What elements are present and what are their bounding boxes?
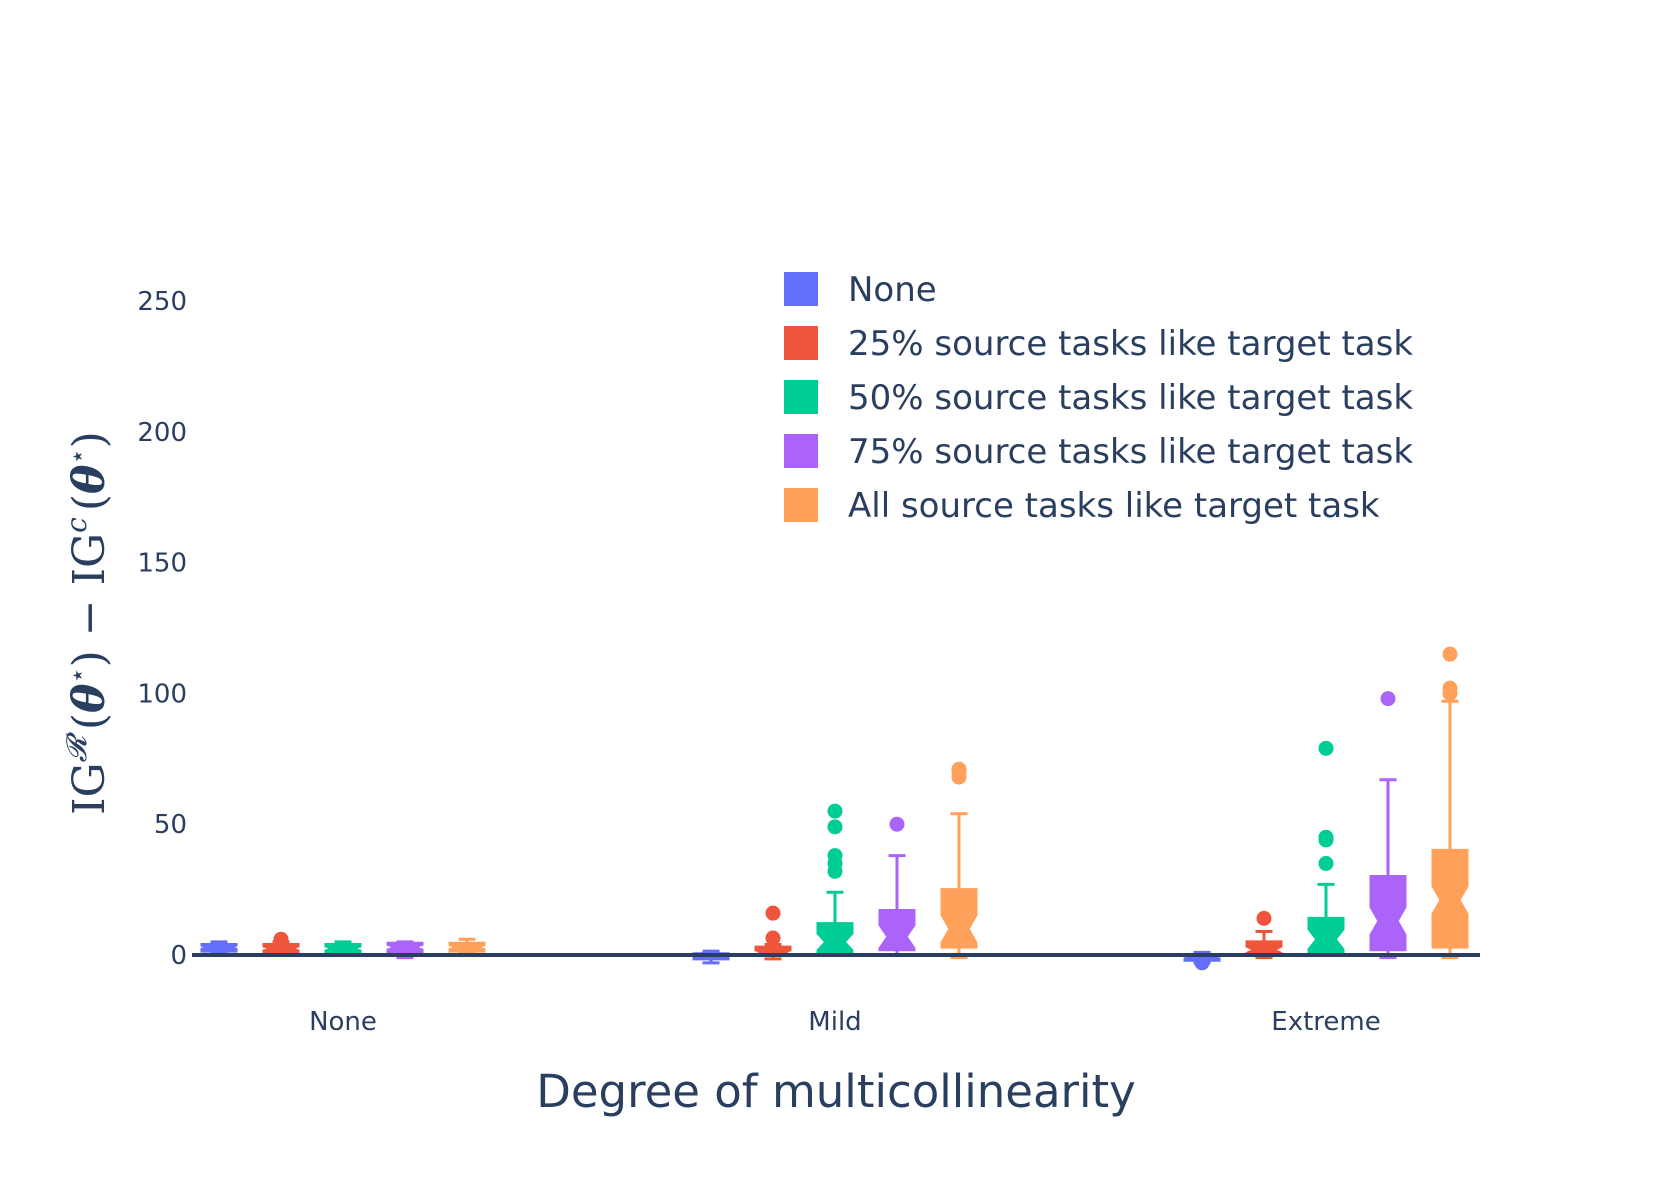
y-tick-label: 250 (137, 287, 187, 317)
box-body (1369, 875, 1407, 952)
legend-label: 50% source tasks like target task (848, 378, 1413, 418)
legend-swatch (784, 488, 818, 522)
series-2 (262, 905, 1283, 961)
outlier-point (827, 803, 843, 819)
y-axis-ticks: 0 50 100 150 200 250 (137, 287, 187, 971)
ylabel-star2: ⋆ (63, 448, 93, 464)
legend-item-1: None (784, 270, 937, 310)
legend-swatch (784, 272, 818, 306)
box-4-mild (878, 816, 916, 957)
ylabel-open1: ( (64, 713, 115, 730)
box-3-mild (816, 803, 854, 957)
box-5-extreme (1431, 646, 1469, 960)
x-tick-label: Mild (808, 1007, 861, 1037)
outlier-point (1194, 955, 1210, 971)
y-tick-label: 200 (137, 418, 187, 448)
outlier-point (1442, 680, 1458, 696)
box-5-none (448, 937, 486, 956)
legend-item-4: 75% source tasks like target task (784, 432, 1413, 472)
legend-item-3: 50% source tasks like target task (784, 378, 1413, 418)
y-tick-label: 0 (170, 941, 187, 971)
x-tick-label: None (309, 1007, 377, 1037)
x-tick-label: Extreme (1271, 1007, 1380, 1037)
legend-swatch (784, 380, 818, 414)
legend-swatch (784, 434, 818, 468)
series-5 (448, 646, 1469, 960)
x-axis-ticks: None Mild Extreme (309, 1007, 1381, 1037)
box-2-none (262, 931, 300, 957)
legend-label: None (848, 270, 937, 310)
box-body (816, 922, 854, 954)
series-3 (324, 740, 1345, 957)
box-2-mild (754, 905, 792, 961)
legend-label: 75% source tasks like target task (848, 432, 1413, 472)
y-tick-label: 50 (154, 810, 187, 840)
ylabel-close1: ) (64, 650, 115, 667)
outlier-point (1442, 646, 1458, 662)
outlier-point (1380, 691, 1396, 707)
svg-text:IG𝓡(θ⋆) − IGc(θ⋆): IG𝓡(θ⋆) − IGc(θ⋆) (60, 431, 115, 815)
legend-swatch (784, 326, 818, 360)
ylabel-theta2: θ (64, 464, 115, 494)
outlier-point (827, 819, 843, 835)
box-body (1245, 940, 1283, 956)
ylabel-sup1: 𝓡 (60, 731, 93, 762)
box-4-extreme (1369, 691, 1407, 960)
outlier-point (765, 930, 781, 946)
y-tick-label: 150 (137, 549, 187, 579)
box-1-none (200, 940, 238, 956)
ylabel-minus: − (64, 585, 115, 650)
ylabel-star1: ⋆ (63, 667, 93, 683)
y-tick-label: 100 (137, 679, 187, 709)
ylabel-ig2: IG (64, 533, 115, 586)
box-4-none (386, 940, 424, 960)
legend-label: All source tasks like target task (848, 486, 1380, 526)
outlier-point (889, 816, 905, 832)
ylabel-theta1: θ (64, 683, 115, 713)
outlier-point (1318, 740, 1334, 756)
plot-area (200, 646, 1469, 971)
x-axis-title: Degree of multicollinearity (536, 1065, 1136, 1118)
ylabel-close2: ) (64, 431, 115, 448)
ylabel-ig1: IG (64, 762, 115, 815)
legend-label: 25% source tasks like target task (848, 324, 1413, 364)
box-3-extreme (1307, 740, 1345, 957)
outlier-point (827, 848, 843, 864)
outlier-point (765, 905, 781, 921)
legend: None 25% source tasks like target task 50%… (784, 270, 1413, 526)
legend-item-2: 25% source tasks like target task (784, 324, 1413, 364)
ylabel-open2: ( (64, 494, 115, 511)
ylabel-sup2: c (60, 517, 93, 533)
box-2-extreme (1245, 910, 1283, 960)
outlier-point (273, 931, 289, 947)
box-5-mild (940, 761, 978, 960)
box-body (878, 909, 916, 952)
legend-item-5: All source tasks like target task (784, 486, 1380, 526)
outlier-point (1256, 910, 1272, 926)
outlier-point (1318, 829, 1334, 845)
outlier-point (951, 761, 967, 777)
outlier-point (1318, 855, 1334, 871)
box-body (1307, 916, 1345, 954)
y-axis-title: IG𝓡(θ⋆) − IGc(θ⋆) (60, 431, 115, 815)
series-4 (386, 691, 1407, 960)
box-body (940, 888, 978, 949)
